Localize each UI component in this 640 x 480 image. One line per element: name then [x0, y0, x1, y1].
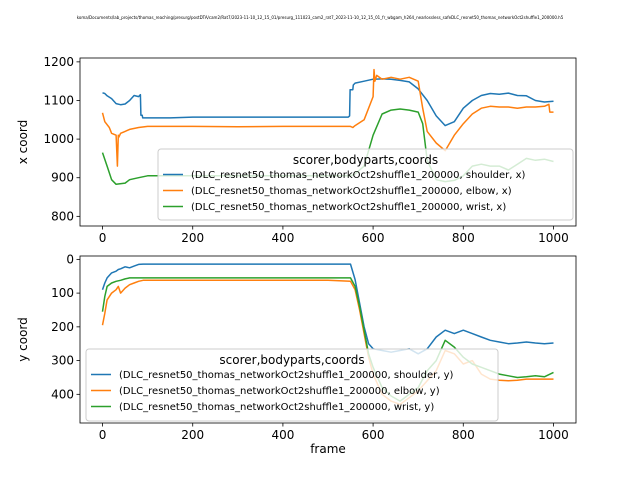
x-tick-label: 400 [271, 231, 294, 245]
y-axis-label: x coord [16, 120, 30, 165]
x-tick-label: 200 [181, 428, 204, 442]
x-tick-label: 400 [271, 428, 294, 442]
y-tick-label: 1200 [43, 55, 74, 69]
legend: scorer,bodyparts,coords (DLC_resnet50_tho… [85, 348, 499, 422]
series-line-0 [102, 78, 554, 127]
y-tick-label: 100 [51, 286, 74, 300]
legend-entry-0: (DLC_resnet50_thomas_networkOct2shuffle1… [191, 170, 526, 181]
legend-box [157, 148, 574, 221]
legend-box [85, 348, 499, 422]
x-tick-label: 600 [362, 428, 385, 442]
series-line-0 [101, 263, 554, 355]
legend: scorer,bodyparts,coords (DLC_resnet50_tho… [157, 148, 574, 221]
x-tick-label: 0 [99, 428, 107, 442]
x-tick-label: 800 [452, 231, 475, 245]
x-coord-subplot: 0 200 400 600 800 1000 800 900 1000 1100 1200 x coo… [16, 55, 577, 245]
x-tick-label: 1000 [538, 231, 569, 245]
y-tick-label: 800 [51, 209, 74, 223]
x-axis-label: frame [310, 442, 346, 456]
y-tick-label: 200 [51, 320, 74, 334]
legend-title: scorer,bodyparts,coords [293, 153, 438, 167]
plot-frame [79, 57, 577, 227]
x-tick-label: 0 [99, 231, 107, 245]
x-tick-label: 800 [452, 428, 475, 442]
legend-entry-2: (DLC_resnet50_thomas_networkOct2shuffle1… [191, 202, 506, 213]
plot-frame [79, 255, 577, 424]
legend-entry-0: (DLC_resnet50_thomas_networkOct2shuffle1… [119, 370, 454, 381]
series-line-1 [101, 68, 554, 167]
legend-title: scorer,bodyparts,coords [219, 353, 364, 367]
y-tick-label: 400 [51, 387, 74, 401]
x-tick-label: 600 [362, 231, 385, 245]
y-tick-label: 300 [51, 354, 74, 368]
y-coord-subplot: 0 200 400 600 800 1000 0 100 200 300 400 y coord fra… [16, 252, 577, 456]
legend-entry-1: (DLC_resnet50_thomas_networkOct2shuffle1… [191, 186, 512, 197]
figure-title: koma/Documents/lab_projects/thomas_reach… [77, 15, 564, 20]
legend-entry-1: (DLC_resnet50_thomas_networkOct2shuffle1… [119, 386, 440, 397]
y-tick-label: 900 [51, 171, 74, 185]
y-axis-label: y coord [16, 317, 30, 362]
legend-entry-2: (DLC_resnet50_thomas_networkOct2shuffle1… [119, 402, 434, 413]
x-tick-label: 1000 [538, 428, 569, 442]
y-tick-label: 1100 [43, 93, 74, 107]
y-tick-label: 1000 [43, 132, 74, 146]
x-tick-label: 200 [181, 231, 204, 245]
y-tick-label: 0 [66, 252, 74, 266]
